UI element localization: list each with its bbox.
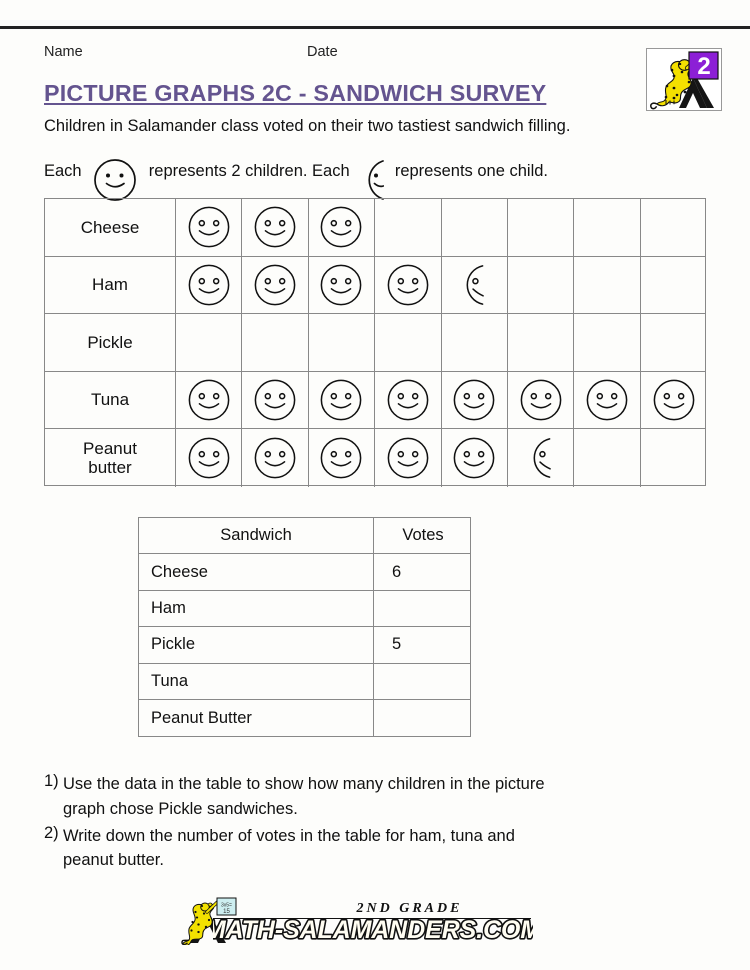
svg-text:3x5=: 3x5=	[221, 903, 232, 909]
svg-text:2: 2	[697, 53, 710, 80]
svg-text:MATH-SALAMANDERS.COM: MATH-SALAMANDERS.COM	[213, 917, 533, 944]
